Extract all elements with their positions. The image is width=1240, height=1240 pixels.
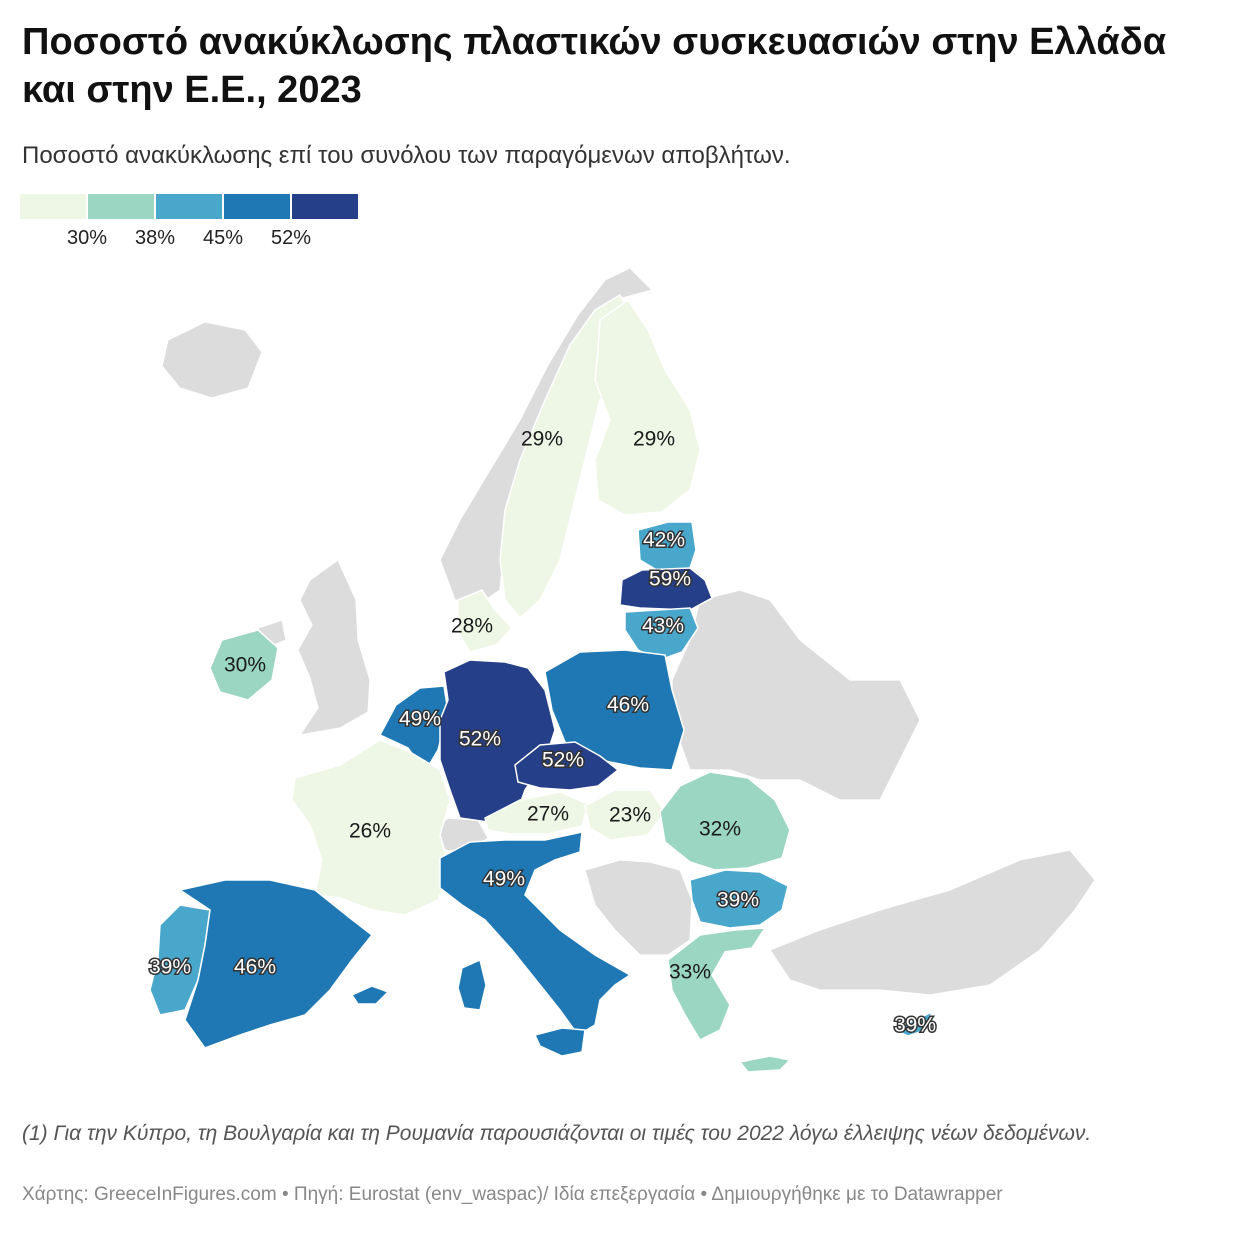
country-spain: [178, 879, 374, 1049]
label-latvia: 59%: [649, 568, 691, 591]
label-france: 26%: [349, 820, 391, 843]
legend-swatch: [20, 194, 86, 219]
label-czechia: 52%: [542, 749, 584, 772]
country-czechia: [514, 741, 620, 791]
label-spain: 46%: [234, 956, 276, 979]
country-portugal: [149, 904, 211, 1016]
label-ireland: 30%: [224, 654, 266, 677]
country-latvia: [619, 567, 713, 611]
country-estonia: [637, 521, 697, 573]
label-denmark: 28%: [451, 615, 493, 638]
label-finland: 29%: [633, 428, 675, 451]
non-eu-countries: [161, 267, 1096, 996]
eu-countries: [149, 293, 934, 1073]
country-eastern-europe: [671, 589, 921, 801]
country-cyprus: [893, 1010, 934, 1037]
country-western-balkans: [584, 859, 693, 956]
island-sicily: [533, 1027, 586, 1057]
label-portugal: 39%: [149, 956, 191, 979]
country-iceland: [161, 321, 263, 399]
country-france: [291, 739, 451, 916]
country-austria: [484, 791, 589, 835]
country-turkey: [769, 849, 1096, 996]
chart-title: Ποσοστό ανακύκλωσης πλαστικών συσκευασιώ…: [22, 21, 1167, 111]
country-bulgaria: [689, 869, 789, 929]
legend-swatch: [156, 194, 222, 219]
label-poland: 46%: [607, 694, 649, 717]
legend-tick-label: 52%: [270, 227, 312, 249]
legend-tick-label: 45%: [202, 227, 244, 249]
label-benelux: 49%: [399, 708, 441, 731]
legend-ticks: 30% 38% 45% 52%: [20, 219, 360, 249]
country-poland: [544, 649, 685, 771]
legend-tick-label: 30%: [66, 227, 108, 249]
label-hungary: 23%: [609, 804, 651, 827]
color-legend: 30% 38% 45% 52%: [20, 194, 360, 249]
country-italy: [439, 831, 632, 1036]
label-bulgaria: 39%: [717, 889, 759, 912]
country-ireland: [209, 629, 279, 701]
label-sweden: 29%: [521, 428, 563, 451]
label-italy: 49%: [483, 868, 525, 891]
value-labels: 29% 29% 42% 59% 43% 28% 30% 49% 52% 46% …: [147, 428, 937, 1039]
chart-subtitle: Ποσοστό ανακύκλωσης επί του συνόλου των …: [22, 142, 791, 169]
legend-swatch: [292, 194, 358, 219]
island-sardinia: [457, 958, 487, 1011]
footnote: (1) Για την Κύπρο, τη Βουλγαρία και τη Ρ…: [22, 1122, 1092, 1145]
country-lithuania: [624, 607, 699, 661]
country-romania: [659, 771, 791, 871]
legend-swatch: [88, 194, 154, 219]
country-hungary: [584, 789, 666, 841]
country-denmark: [457, 589, 514, 653]
island-balearic: [350, 985, 390, 1005]
legend-color-bar: [20, 194, 360, 219]
label-romania: 32%: [699, 818, 741, 841]
source-credit: Χάρτης: GreeceInFigures.com • Πηγή: Euro…: [22, 1184, 1003, 1205]
country-finland: [594, 298, 701, 516]
label-cyprus: 39%: [894, 1014, 936, 1037]
label-lithuania: 43%: [642, 615, 684, 638]
europe-choropleth-map: 29% 29% 42% 59% 43% 28% 30% 49% 52% 46% …: [147, 267, 1096, 1073]
label-austria: 27%: [527, 803, 569, 826]
legend-tick-label: 38%: [134, 227, 176, 249]
label-greece: 33%: [669, 961, 711, 984]
label-germany: 52%: [459, 728, 501, 751]
island-crete: [738, 1055, 792, 1073]
country-united-kingdom: [297, 559, 371, 736]
legend-swatch: [224, 194, 290, 219]
country-greece: [667, 927, 767, 1041]
label-estonia: 42%: [643, 529, 685, 552]
